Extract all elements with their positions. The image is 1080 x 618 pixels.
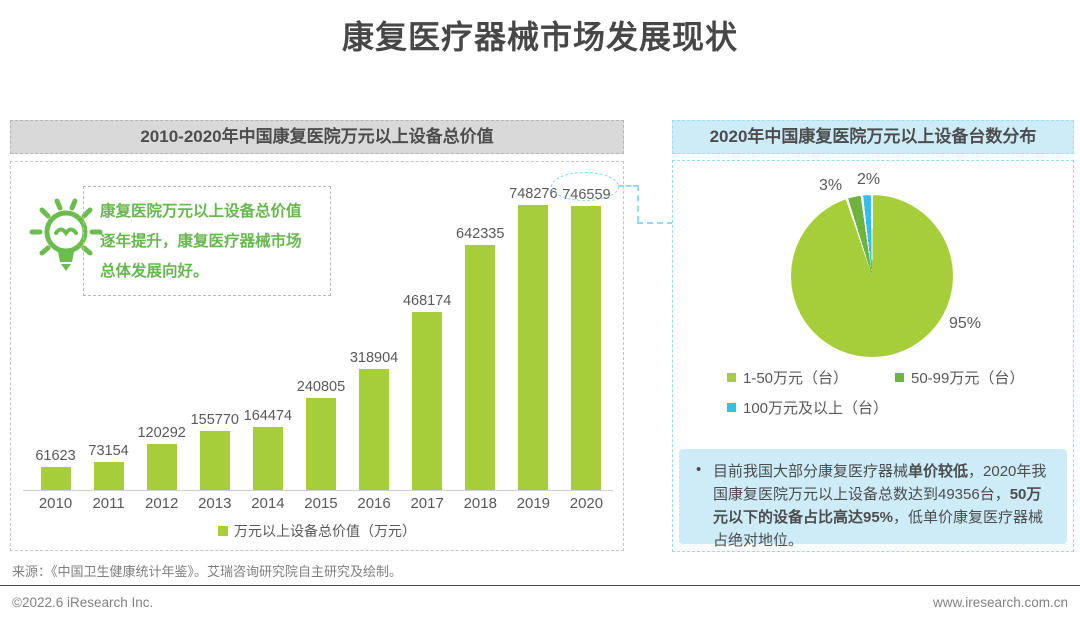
x-axis-label: 2016 [357,495,391,512]
bar-column: 748276 [507,186,560,490]
bar [252,427,283,490]
page-title: 康复医疗器械市场发展现状 [341,19,738,55]
bar-value-label: 468174 [402,293,452,309]
pie-legend-swatch [895,373,904,382]
note-segment: ，2020年我国康复医院万元以上设备总数达到49356台， [713,463,1047,503]
x-axis-labels: 2010 2011 2012 2013 2014 2015 2016 2017 2018 2019… [29,495,613,512]
x-axis-label: 2015 [304,495,338,512]
lightbulb-icon [23,192,109,282]
pie-legend: 1-50万元（台） 50-99万元（台） 100万元及以上（台） [727,367,1057,418]
pie-legend-label: 1-50万元（台） [743,370,849,387]
x-axis-line [23,490,613,491]
bar [518,205,549,490]
pie-legend-item: 100万元及以上（台） [727,397,895,418]
pie-chart: 95% 3% 2% [791,171,981,357]
pie-chart-title: 2020年中国康复医院万元以上设备台数分布 [672,120,1074,154]
connector-line [637,185,639,222]
bar-value-label: 318904 [349,350,399,366]
pie-legend-item: 50-99万元（台） [895,367,1057,388]
bar-chart-title: 2010-2020年中国康复医院万元以上设备总价值 [10,120,624,154]
bar-value-label: 155770 [190,412,239,428]
pie-legend-swatch [727,373,736,382]
bar [199,431,230,490]
bar-column: 155770 [188,412,241,490]
note-segment: 目前我国大部分康复医疗器械 [713,463,909,480]
x-axis-label: 2019 [516,495,551,512]
bar-value-label: 240805 [296,379,346,395]
bar-column: 468174 [401,293,454,490]
pie-circle [791,195,953,357]
bar-column: 240805 [294,379,347,490]
x-axis-label: 2013 [198,495,232,512]
insight-note: • 目前我国大部分康复医疗器械单价较低，2020年我国康复医院万元以上设备总数达… [679,449,1067,549]
bar [305,398,336,490]
bar-columns: 61623 73154 120292 155770 164474 240805 318904… [29,178,613,490]
bar [571,206,602,490]
bar-value-label: 73154 [88,443,129,459]
x-axis-label: 2012 [145,495,179,512]
pie-legend-label: 100万元及以上（台） [743,400,889,417]
pie-percent-label: 2% [857,171,881,188]
bar-legend-swatch [218,526,228,536]
note-text: 目前我国大部分康复医疗器械单价较低，2020年我国康复医院万元以上设备总数达到4… [713,463,1046,549]
website-link[interactable]: www.iresearch.com.cn [932,595,1068,610]
bar-column: 642335 [454,226,507,490]
note-segment: ，低单价康复医疗器械占绝对地位。 [713,509,1044,549]
bar [465,245,496,490]
pie-chart-panel: 95% 3% 2% 1-50万元（台） 50-99万元（台） 100万元及以上（台） •… [672,160,1074,552]
bar [359,369,390,490]
pie-percent-label: 3% [819,177,843,194]
bar-legend-label: 万元以上设备总价值（万元） [234,523,416,539]
pie-legend-label: 50-99万元（台） [911,370,1025,387]
bar [40,467,71,490]
bar-column: 61623 [29,448,82,490]
x-axis-label: 2017 [410,495,444,512]
note-bullet: • [696,461,702,478]
bar-column: 318904 [348,350,401,490]
bar-column: 73154 [82,443,135,490]
callout-text: 康复医院万元以上设备总价值逐年提升，康复医疗器械市场总体发展向好。 [100,203,302,280]
bar-legend: 万元以上设备总价值（万元） [11,521,623,541]
bar [146,444,177,490]
pie-percent-label: 95% [949,315,982,332]
x-axis-label: 2018 [463,495,497,512]
bar-column: 164474 [241,408,294,490]
pie-legend-item: 1-50万元（台） [727,367,895,388]
x-axis-label: 2010 [38,495,73,512]
note-segment: 单价较低 [908,463,969,480]
bar-value-label: 120292 [137,425,186,441]
footer-divider [0,585,1080,586]
callout-box: 康复医院万元以上设备总价值逐年提升，康复医疗器械市场总体发展向好。 [83,186,331,296]
bar-value-label: 748276 [509,186,558,202]
note-segment: 50万元以下的设备占比高达95% [713,486,1042,526]
connector-line [618,185,639,187]
bar-chart-panel: 康复医院万元以上设备总价值逐年提升，康复医疗器械市场总体发展向好。 61623 7… [10,161,624,551]
x-axis-label: 2014 [251,495,285,512]
bar-value-label: 642335 [456,226,505,242]
x-axis-label: 2011 [92,495,125,512]
connector-line [637,222,673,224]
bar-column: 746559 [560,187,613,490]
bar [93,462,124,490]
pie-legend-swatch [727,403,736,412]
source-note: 来源：《中国卫生健康统计年鉴》。艾瑞咨询研究院自主研究及绘制。 [12,564,403,579]
bar [412,312,443,490]
highlight-ellipse [551,172,619,201]
bar-column: 120292 [135,425,188,490]
x-axis-label: 2020 [569,495,604,512]
copyright: ©2022.6 iResearch Inc. [12,595,154,610]
bar-value-label: 164474 [243,408,293,424]
bar-value-label: 61623 [35,448,76,464]
